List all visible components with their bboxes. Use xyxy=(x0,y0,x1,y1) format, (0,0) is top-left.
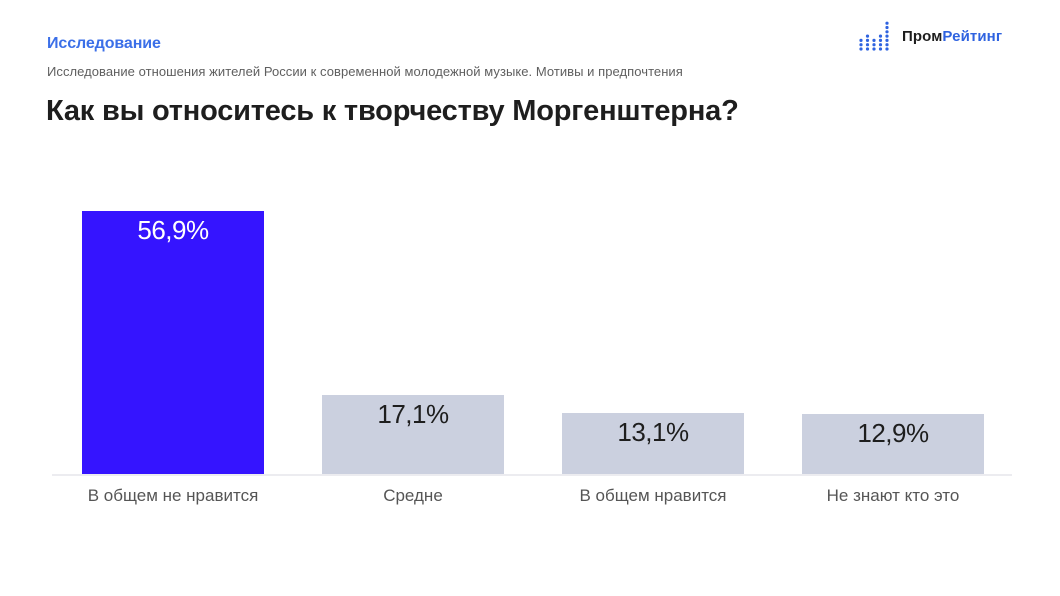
section-label: Исследование xyxy=(47,35,161,52)
bar-value-label: 17,1% xyxy=(377,399,449,429)
category-label: В общем не нравится xyxy=(87,486,259,505)
logo: ПромРейтинг xyxy=(858,20,1002,52)
bar-value-label: 56,9% xyxy=(137,215,209,245)
logo-text-part2: Рейтинг xyxy=(942,27,1003,45)
category-label: В общем нравится xyxy=(579,486,727,505)
category-label: Средне xyxy=(383,486,443,505)
bar-2: 13,1% xyxy=(562,413,744,474)
logo-text-part1: Пром xyxy=(902,27,943,45)
subtitle: Исследование отношения жителей России к … xyxy=(47,64,683,79)
category-label: Не знают кто это xyxy=(826,486,960,505)
bar-1: 17,1% xyxy=(322,395,504,474)
page-title: Как вы относитесь к творчеству Моргенште… xyxy=(46,95,739,127)
bar-0: 56,9% xyxy=(82,211,264,474)
bar-3: 12,9% xyxy=(802,414,984,474)
bar-value-label: 12,9% xyxy=(857,418,929,448)
logo-text: ПромРейтинг xyxy=(902,28,1002,45)
equalizer-dots-icon xyxy=(858,20,890,52)
x-axis-baseline xyxy=(52,474,1012,476)
bar-value-label: 13,1% xyxy=(617,417,689,447)
